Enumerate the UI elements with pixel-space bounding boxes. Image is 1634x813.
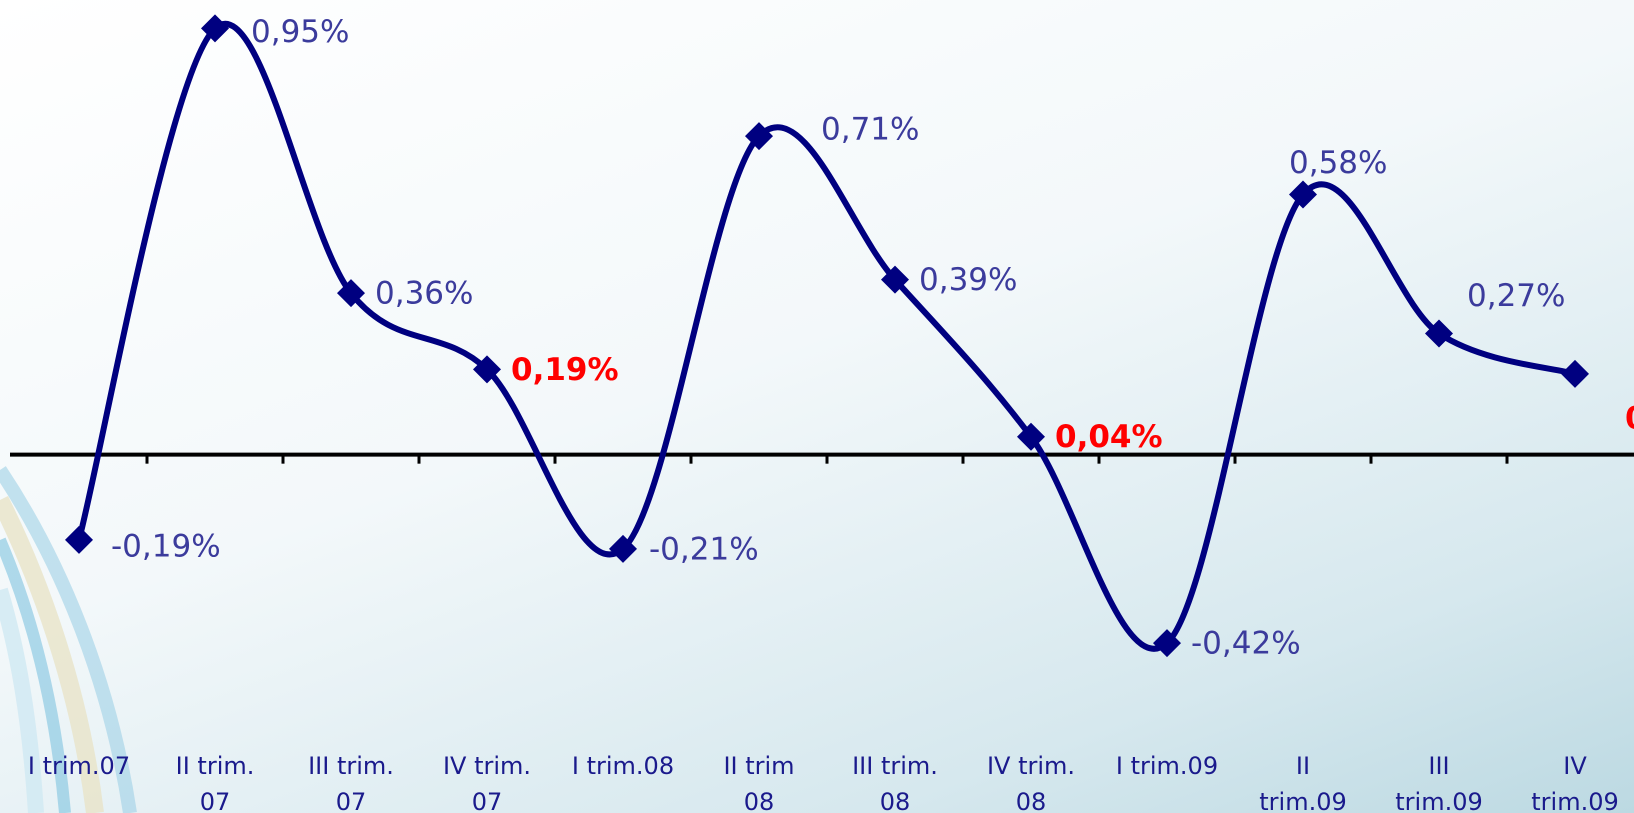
x-tick-label: I trim.07 — [27, 752, 131, 780]
marker — [473, 355, 501, 384]
marker — [337, 279, 365, 308]
marker — [1153, 629, 1181, 658]
marker — [201, 14, 229, 43]
x-tick-label: I trim.08 — [571, 752, 675, 780]
x-tick-label: III trim. 07 — [308, 752, 394, 813]
data-label: -0,21% — [649, 531, 759, 567]
line — [76, 21, 1576, 652]
marker — [881, 265, 909, 294]
marker — [609, 534, 637, 563]
data-label: 0,19% — [511, 352, 619, 388]
marker — [745, 122, 773, 151]
x-tick-label: II trim. 07 — [175, 752, 255, 813]
data-label: 0,58% — [1289, 145, 1387, 181]
x-tick-label: IV trim. 07 — [442, 752, 532, 813]
x-tick-label: I trim.09 — [1115, 752, 1219, 780]
decoration — [0, 466, 137, 813]
data-label: 0,27% — [1467, 278, 1565, 314]
x-tick-label: II trim 08 — [723, 752, 795, 813]
data-label: 0,95% — [251, 14, 349, 50]
data-label: -0,19% — [111, 528, 221, 564]
data-label: 0,18% — [1625, 400, 1634, 436]
marker — [1017, 422, 1045, 451]
x-tick-label: II trim.09 — [1259, 752, 1347, 813]
data-label: 0,36% — [375, 276, 473, 312]
data-label: 0,71% — [821, 112, 919, 148]
data-label: 0,39% — [919, 262, 1017, 298]
marker — [1289, 180, 1317, 209]
x-tick-label: IV trim.09 — [1531, 752, 1619, 813]
x-tick-label: IV trim. 08 — [986, 752, 1076, 813]
x-tick-label: III trim.09 — [1395, 752, 1483, 813]
x-tick-label: III trim. 08 — [852, 752, 938, 813]
data-label: 0,04% — [1055, 419, 1163, 455]
marker — [1561, 359, 1589, 388]
data-label: -0,42% — [1191, 626, 1301, 662]
marker — [1425, 319, 1453, 348]
marker — [65, 525, 93, 554]
